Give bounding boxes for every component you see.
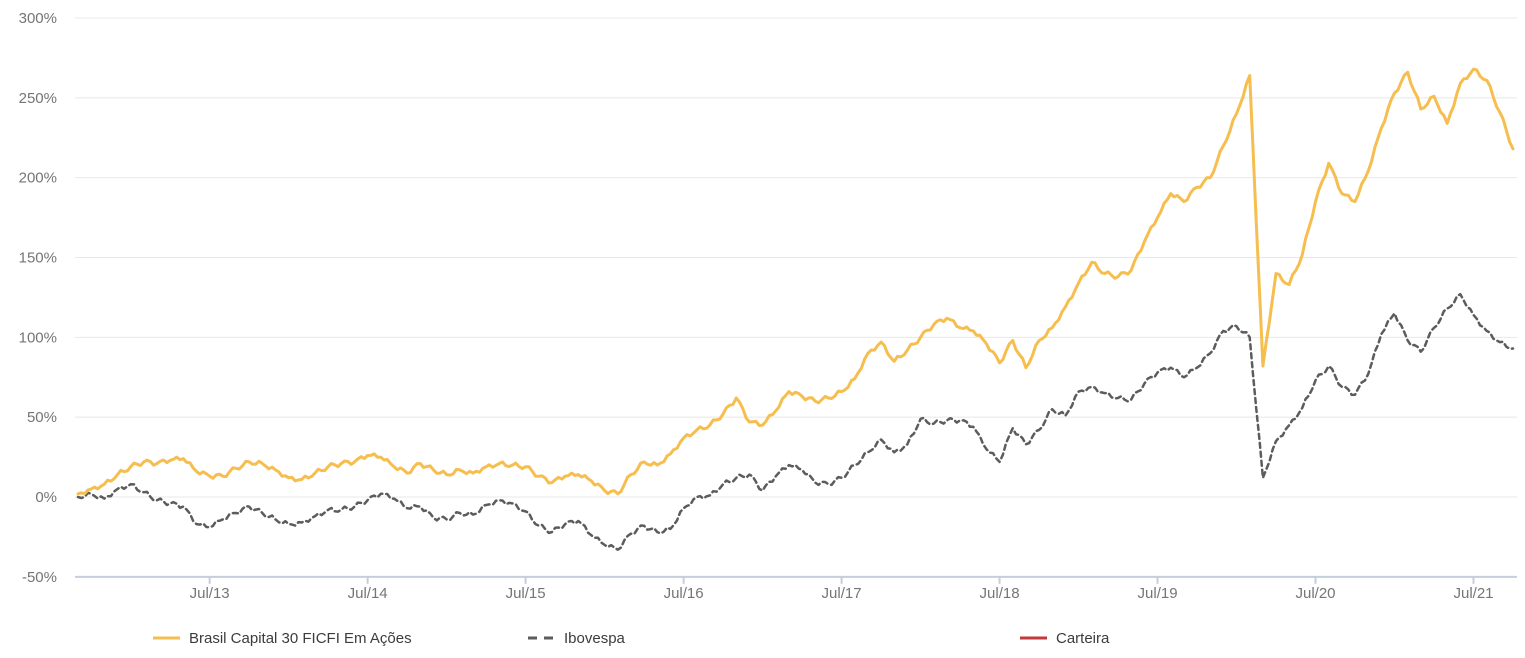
solid-line-icon bbox=[153, 636, 180, 640]
y-tick-label: 150% bbox=[19, 250, 57, 267]
x-tick-label: Jul/15 bbox=[506, 585, 546, 602]
x-tick-label: Jul/17 bbox=[822, 585, 862, 602]
legend-label-ibovespa: Ibovespa bbox=[564, 629, 625, 647]
legend-label-carteira: Carteira bbox=[1056, 629, 1110, 647]
solid-line-icon bbox=[1020, 636, 1047, 640]
legend-item-carteira[interactable]: Carteira bbox=[1020, 626, 1109, 650]
y-tick-label: 300% bbox=[19, 10, 57, 27]
x-tick-label: Jul/18 bbox=[980, 585, 1020, 602]
x-tick-label: Jul/20 bbox=[1296, 585, 1336, 602]
x-tick-label: Jul/14 bbox=[348, 585, 388, 602]
chart-legend: Brasil Capital 30 FICFI Em Ações Ibovesp… bbox=[0, 626, 1525, 650]
y-tick-label: 100% bbox=[19, 329, 57, 346]
x-tick-label: Jul/13 bbox=[190, 585, 230, 602]
x-tick-label: Jul/16 bbox=[664, 585, 704, 602]
legend-item-fund[interactable]: Brasil Capital 30 FICFI Em Ações bbox=[153, 626, 412, 650]
y-tick-label: 0% bbox=[35, 489, 57, 506]
x-tick-label: Jul/19 bbox=[1138, 585, 1178, 602]
y-tick-label: 50% bbox=[27, 409, 57, 426]
legend-label-fund: Brasil Capital 30 FICFI Em Ações bbox=[189, 629, 412, 647]
legend-item-ibovespa[interactable]: Ibovespa bbox=[528, 626, 625, 650]
y-tick-label: -50% bbox=[22, 569, 57, 586]
series-line-ibovespa bbox=[76, 292, 1515, 551]
dashed-line-icon bbox=[528, 636, 555, 640]
series-line-fund bbox=[76, 67, 1515, 496]
x-tick-label: Jul/21 bbox=[1453, 585, 1493, 602]
y-tick-label: 200% bbox=[19, 170, 57, 187]
y-tick-label: 250% bbox=[19, 90, 57, 107]
